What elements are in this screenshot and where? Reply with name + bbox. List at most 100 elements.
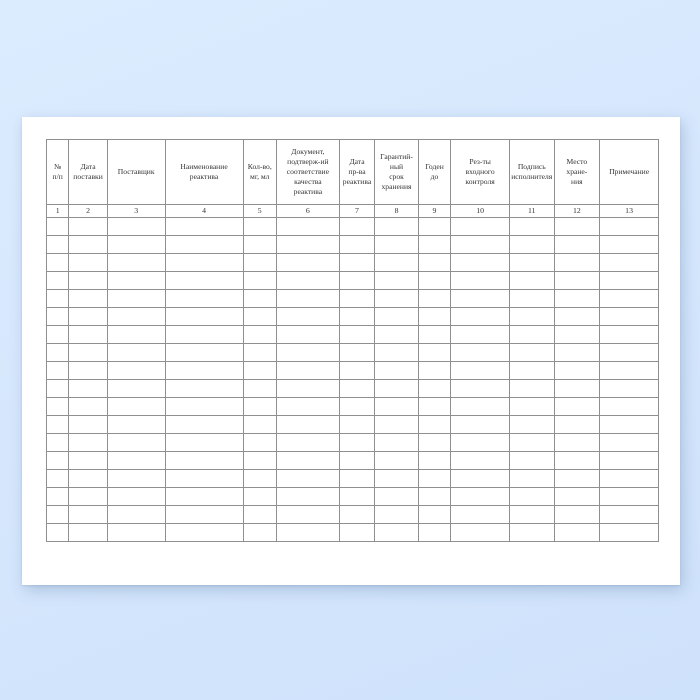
table-cell[interactable] bbox=[508, 523, 555, 542]
table-cell[interactable] bbox=[242, 505, 277, 524]
table-cell[interactable] bbox=[338, 487, 376, 506]
table-cell[interactable] bbox=[417, 451, 452, 470]
table-cell[interactable] bbox=[275, 235, 340, 254]
table-cell[interactable] bbox=[45, 451, 70, 470]
table-cell[interactable] bbox=[106, 325, 166, 344]
table-cell[interactable] bbox=[599, 307, 659, 326]
table-cell[interactable] bbox=[45, 271, 70, 290]
table-cell[interactable] bbox=[374, 379, 419, 398]
table-cell[interactable] bbox=[275, 343, 340, 362]
table-cell[interactable] bbox=[374, 217, 419, 236]
table-cell[interactable] bbox=[242, 487, 277, 506]
table-cell[interactable] bbox=[508, 343, 555, 362]
table-row[interactable] bbox=[45, 451, 659, 470]
table-cell[interactable] bbox=[553, 487, 601, 506]
table-cell[interactable] bbox=[106, 217, 166, 236]
table-cell[interactable] bbox=[68, 217, 108, 236]
table-cell[interactable] bbox=[599, 415, 659, 434]
table-cell[interactable] bbox=[45, 361, 70, 380]
table-cell[interactable] bbox=[338, 451, 376, 470]
table-cell[interactable] bbox=[599, 325, 659, 344]
table-cell[interactable] bbox=[599, 217, 659, 236]
table-cell[interactable] bbox=[242, 397, 277, 416]
table-cell[interactable] bbox=[338, 217, 376, 236]
table-cell[interactable] bbox=[242, 217, 277, 236]
table-cell[interactable] bbox=[275, 487, 340, 506]
table-cell[interactable] bbox=[450, 235, 510, 254]
table-cell[interactable] bbox=[106, 469, 166, 488]
table-cell[interactable] bbox=[508, 379, 555, 398]
table-cell[interactable] bbox=[338, 397, 376, 416]
table-cell[interactable] bbox=[553, 469, 601, 488]
table-cell[interactable] bbox=[599, 271, 659, 290]
table-cell[interactable] bbox=[450, 523, 510, 542]
table-cell[interactable] bbox=[374, 289, 419, 308]
table-cell[interactable] bbox=[275, 379, 340, 398]
table-cell[interactable] bbox=[450, 307, 510, 326]
table-cell[interactable] bbox=[450, 217, 510, 236]
table-cell[interactable] bbox=[599, 397, 659, 416]
table-cell[interactable] bbox=[45, 487, 70, 506]
table-cell[interactable] bbox=[242, 307, 277, 326]
table-cell[interactable] bbox=[164, 307, 244, 326]
table-cell[interactable] bbox=[450, 325, 510, 344]
table-cell[interactable] bbox=[45, 253, 70, 272]
table-cell[interactable] bbox=[450, 451, 510, 470]
table-cell[interactable] bbox=[275, 523, 340, 542]
table-cell[interactable] bbox=[508, 361, 555, 380]
table-cell[interactable] bbox=[338, 289, 376, 308]
table-cell[interactable] bbox=[508, 235, 555, 254]
table-cell[interactable] bbox=[45, 433, 70, 452]
table-cell[interactable] bbox=[374, 307, 419, 326]
table-cell[interactable] bbox=[68, 253, 108, 272]
table-cell[interactable] bbox=[374, 487, 419, 506]
table-row[interactable] bbox=[45, 523, 659, 542]
table-cell[interactable] bbox=[417, 343, 452, 362]
table-row[interactable] bbox=[45, 487, 659, 506]
table-cell[interactable] bbox=[242, 523, 277, 542]
table-cell[interactable] bbox=[164, 343, 244, 362]
table-cell[interactable] bbox=[374, 505, 419, 524]
table-cell[interactable] bbox=[599, 505, 659, 524]
table-cell[interactable] bbox=[508, 397, 555, 416]
table-cell[interactable] bbox=[106, 289, 166, 308]
table-cell[interactable] bbox=[45, 289, 70, 308]
table-cell[interactable] bbox=[106, 271, 166, 290]
table-row[interactable] bbox=[45, 397, 659, 416]
table-cell[interactable] bbox=[45, 217, 70, 236]
table-cell[interactable] bbox=[68, 433, 108, 452]
table-row[interactable] bbox=[45, 217, 659, 236]
table-cell[interactable] bbox=[553, 451, 601, 470]
table-cell[interactable] bbox=[417, 415, 452, 434]
table-cell[interactable] bbox=[450, 271, 510, 290]
table-cell[interactable] bbox=[599, 253, 659, 272]
table-cell[interactable] bbox=[68, 271, 108, 290]
table-cell[interactable] bbox=[450, 487, 510, 506]
table-cell[interactable] bbox=[553, 397, 601, 416]
table-cell[interactable] bbox=[164, 325, 244, 344]
table-cell[interactable] bbox=[553, 433, 601, 452]
table-cell[interactable] bbox=[164, 415, 244, 434]
table-cell[interactable] bbox=[508, 415, 555, 434]
table-row[interactable] bbox=[45, 505, 659, 524]
table-cell[interactable] bbox=[106, 487, 166, 506]
table-cell[interactable] bbox=[106, 451, 166, 470]
table-cell[interactable] bbox=[599, 289, 659, 308]
table-cell[interactable] bbox=[374, 433, 419, 452]
table-cell[interactable] bbox=[164, 433, 244, 452]
table-cell[interactable] bbox=[45, 325, 70, 344]
table-cell[interactable] bbox=[275, 433, 340, 452]
table-cell[interactable] bbox=[68, 379, 108, 398]
table-cell[interactable] bbox=[417, 271, 452, 290]
table-cell[interactable] bbox=[508, 307, 555, 326]
table-row[interactable] bbox=[45, 469, 659, 488]
table-cell[interactable] bbox=[374, 397, 419, 416]
table-cell[interactable] bbox=[599, 523, 659, 542]
table-cell[interactable] bbox=[242, 361, 277, 380]
table-cell[interactable] bbox=[106, 379, 166, 398]
table-cell[interactable] bbox=[417, 469, 452, 488]
table-row[interactable] bbox=[45, 379, 659, 398]
table-cell[interactable] bbox=[164, 289, 244, 308]
table-cell[interactable] bbox=[599, 451, 659, 470]
table-cell[interactable] bbox=[68, 361, 108, 380]
